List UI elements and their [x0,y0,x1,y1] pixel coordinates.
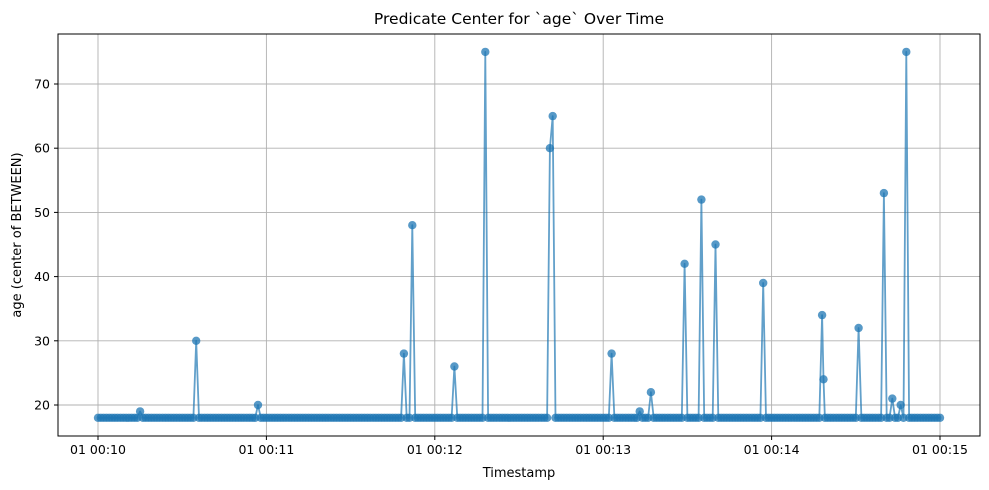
x-axis: 01 00:10 01 00:11 01 00:12 01 00:13 01 00:14… [70,436,968,457]
x-tick-label: 01 00:12 [407,442,463,457]
data-point [450,362,459,371]
x-tick-label: 01 00:13 [575,442,631,457]
data-point [759,278,768,288]
y-tick-label: 40 [34,269,50,284]
data-point [635,407,644,416]
x-tick-label: 01 00:10 [70,442,126,457]
data-point [854,323,863,333]
data-point [888,394,897,403]
data-point [896,400,905,410]
plot-frame [57,33,981,437]
y-tick-label: 50 [34,205,50,220]
data-point [408,221,417,230]
data-point [711,240,720,249]
y-tick-label: 70 [34,77,50,92]
y-axis: 20 30 40 50 60 70 [34,77,58,413]
data-point [697,195,706,204]
x-tick-label: 01 00:15 [912,442,968,457]
y-tick-label: 20 [34,398,50,413]
data-point [192,336,201,345]
data-point [399,349,409,358]
data-point [135,407,145,416]
y-axis-label: age (center of BETWEEN) [10,152,25,317]
x-tick-label: 01 00:11 [238,442,294,457]
data-point [819,375,828,384]
data-point [646,388,656,397]
data-point [902,47,911,57]
data-point [607,349,616,358]
data-point [542,413,552,422]
y-tick-label: 60 [34,141,50,156]
grid [58,34,980,436]
data-point [817,310,827,320]
data-point [879,188,889,198]
x-tick-label: 01 00:14 [744,442,800,457]
data-point [481,47,490,57]
data-point [548,111,557,121]
data-point [545,144,555,153]
series [93,47,945,422]
chart-title: Predicate Center for `age` Over Time [374,10,664,28]
data-point [935,413,945,422]
data-point [680,259,689,268]
data-point [253,400,263,410]
y-tick-label: 30 [34,333,50,348]
x-axis-label: Timestamp [482,466,556,481]
